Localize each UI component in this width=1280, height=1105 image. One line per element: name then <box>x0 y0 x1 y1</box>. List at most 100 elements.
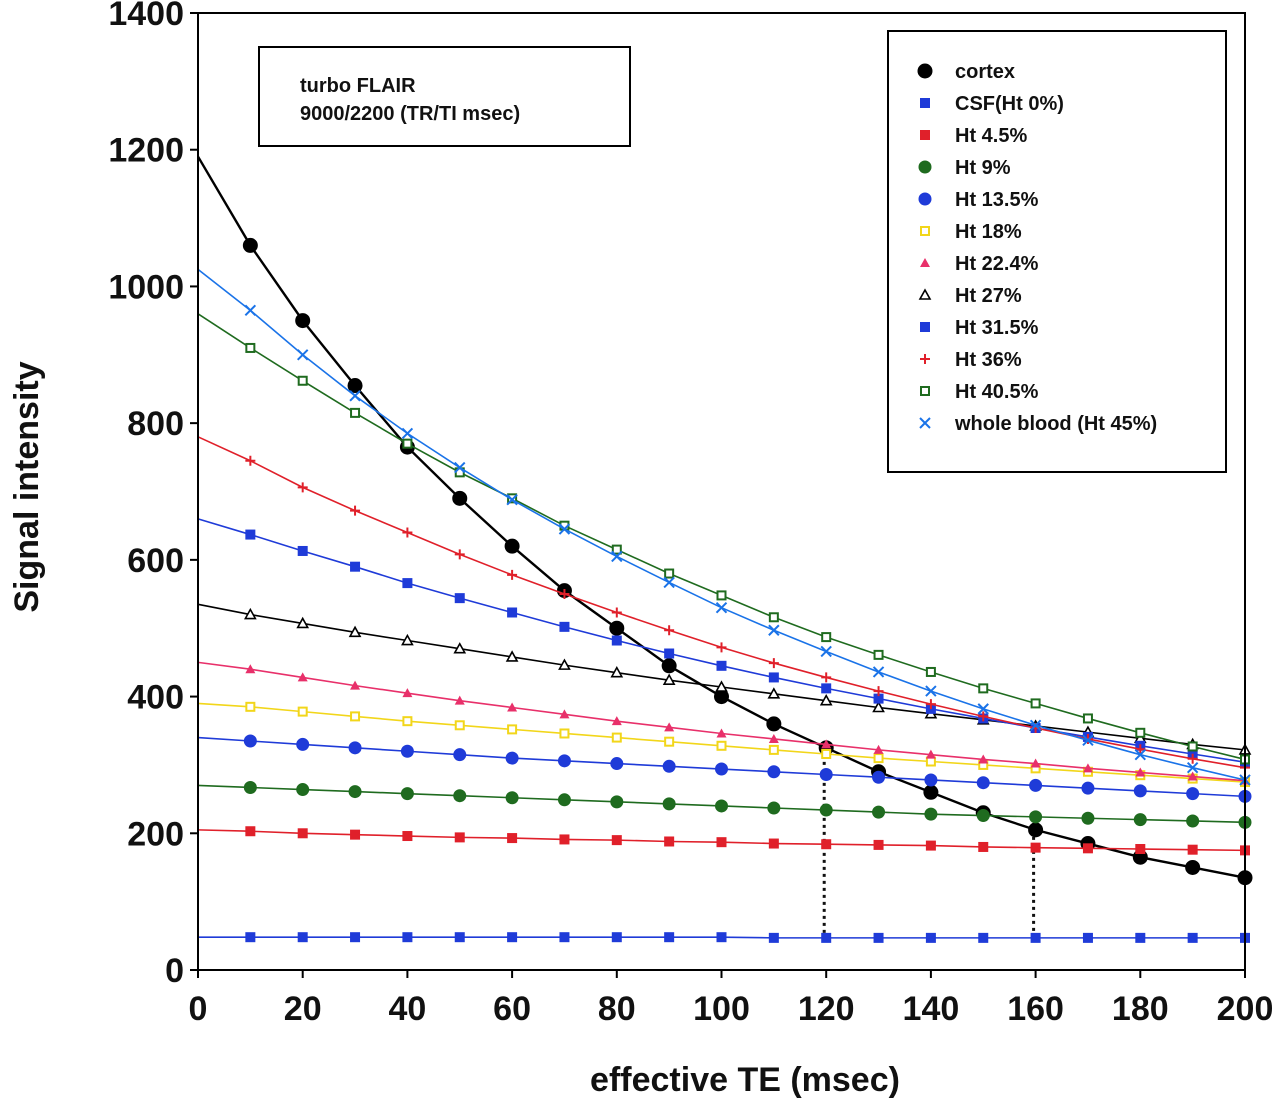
legend-marker <box>920 258 930 267</box>
data-point <box>559 621 570 632</box>
axis-ticks: 0 20 40 60 80 100 120 140 160 180 200 0 200 400 600 800… <box>108 0 1273 1028</box>
data-point <box>243 780 257 794</box>
data-point <box>978 711 989 722</box>
data-point <box>402 831 413 842</box>
data-point <box>1030 698 1041 709</box>
data-point <box>664 722 675 732</box>
data-point <box>454 593 465 604</box>
data-point <box>401 633 414 646</box>
data-point <box>768 624 780 636</box>
data-point <box>1186 814 1200 828</box>
data-point <box>1135 932 1146 943</box>
data-point <box>454 932 465 943</box>
data-point <box>819 803 833 817</box>
data-point <box>297 375 308 386</box>
data-point <box>664 932 675 943</box>
data-point <box>507 833 518 844</box>
data-point <box>350 829 361 840</box>
legend-marker <box>920 98 930 108</box>
y-tick-label: 200 <box>127 815 184 853</box>
data-point <box>348 625 362 638</box>
data-point <box>245 826 256 837</box>
data-point <box>505 791 519 805</box>
data-point <box>925 840 936 851</box>
data-point <box>664 836 675 847</box>
data-point <box>716 728 727 738</box>
data-point <box>716 590 727 601</box>
data-point <box>1187 932 1198 943</box>
x-tick-label: 180 <box>1112 990 1169 1028</box>
data-point <box>296 349 309 361</box>
data-point <box>977 703 989 715</box>
data-point <box>1185 859 1201 875</box>
y-tick-label: 600 <box>127 542 184 580</box>
data-point <box>559 932 570 943</box>
data-point <box>873 649 884 660</box>
data-point <box>925 756 936 767</box>
data-point <box>296 737 310 751</box>
data-point <box>507 932 518 943</box>
data-point <box>1135 844 1146 855</box>
x-tick-label: 60 <box>493 990 531 1028</box>
series-10 <box>197 313 1250 765</box>
data-point <box>243 734 257 748</box>
series-7 <box>197 603 1252 755</box>
data-point <box>1081 781 1095 795</box>
data-point <box>610 665 624 678</box>
data-point <box>1030 758 1041 768</box>
data-point <box>978 683 989 694</box>
legend-marker <box>920 322 930 332</box>
data-point <box>1187 771 1198 781</box>
data-point <box>663 576 675 589</box>
data-point <box>505 650 519 662</box>
data-point <box>611 732 622 743</box>
data-point <box>873 753 884 764</box>
data-point <box>872 770 886 784</box>
data-point <box>925 932 936 943</box>
data-point <box>1029 778 1043 792</box>
data-point <box>1030 842 1041 853</box>
data-point <box>716 660 727 671</box>
data-point <box>242 237 258 253</box>
data-point <box>1135 727 1146 738</box>
reference-lines <box>822 747 1036 940</box>
data-point <box>1029 810 1043 824</box>
x-tick-label: 120 <box>798 990 855 1028</box>
y-tick-label: 400 <box>127 679 184 717</box>
legend-label: Ht 31.5% <box>955 317 1039 339</box>
data-point <box>454 461 466 474</box>
data-point <box>715 762 728 776</box>
data-point <box>767 765 781 779</box>
data-point <box>873 686 884 697</box>
data-point <box>507 702 518 712</box>
data-point <box>611 607 622 618</box>
annotation-line-1: turbo FLAIR <box>300 75 416 97</box>
plot-frame <box>197 12 1246 971</box>
legend-item: Ht 9% <box>918 157 1011 179</box>
data-point <box>347 378 363 394</box>
legend-label: CSF(Ht 0%) <box>955 93 1064 115</box>
data-point <box>350 932 361 943</box>
data-point <box>1133 784 1147 798</box>
legend-item: whole blood (Ht 45%) <box>919 413 1157 435</box>
data-point <box>978 754 989 764</box>
data-point <box>976 776 990 790</box>
data-point <box>662 797 676 811</box>
data-point <box>662 759 676 773</box>
data-point <box>452 490 468 506</box>
legend-marker <box>917 63 933 79</box>
data-point <box>715 601 728 614</box>
series-4 <box>197 734 1252 803</box>
data-point <box>819 767 833 781</box>
data-point <box>611 932 622 943</box>
data-point <box>557 793 571 807</box>
data-point <box>664 648 675 659</box>
legend-marker <box>920 130 930 140</box>
data-point <box>768 612 779 623</box>
data-point <box>1082 734 1094 747</box>
series-1 <box>198 932 1250 943</box>
data-point <box>610 757 624 771</box>
data-point <box>1030 932 1041 943</box>
data-point <box>611 544 622 555</box>
y-axis-title: Signal intensity <box>8 361 46 612</box>
